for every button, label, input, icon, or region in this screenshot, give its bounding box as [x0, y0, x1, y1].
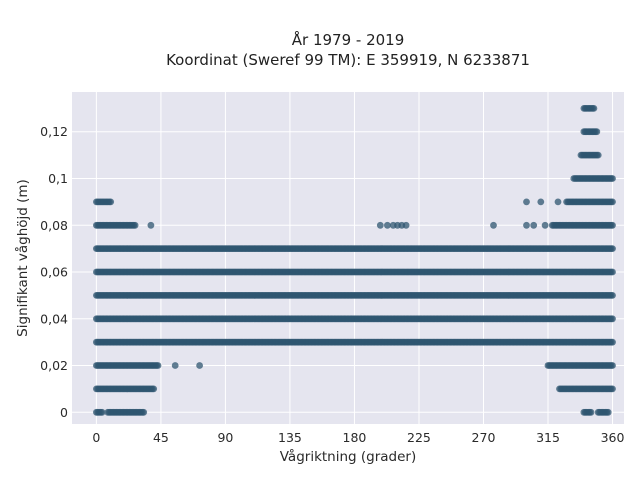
- y-tick-label: 0,02: [40, 358, 68, 373]
- data-point: [530, 221, 538, 229]
- chart-subtitle: Koordinat (Sweref 99 TM): E 359919, N 62…: [166, 51, 530, 69]
- data-point: [609, 175, 616, 182]
- x-tick-label: 360: [601, 430, 625, 445]
- data-point: [523, 198, 530, 206]
- data-point: [402, 221, 410, 229]
- data-point: [609, 385, 616, 393]
- data-point: [541, 221, 549, 229]
- data-point: [523, 221, 530, 229]
- data-point: [107, 198, 115, 206]
- chart-title: År 1979 - 2019: [292, 30, 405, 49]
- data-point: [594, 151, 602, 159]
- data-point: [609, 338, 616, 346]
- data-point: [609, 362, 616, 369]
- data-point: [490, 221, 497, 229]
- y-tick-label: 0,08: [40, 218, 68, 233]
- x-tick-label: 180: [343, 430, 367, 445]
- x-tick-label: 0: [92, 430, 100, 445]
- y-tick-label: 0,12: [40, 124, 68, 139]
- x-tick-label: 90: [217, 430, 233, 445]
- data-point: [196, 362, 204, 369]
- x-tick-label: 45: [153, 430, 169, 445]
- data-points: [93, 105, 616, 416]
- data-point: [376, 221, 384, 229]
- data-point: [587, 408, 595, 416]
- data-point: [147, 221, 155, 229]
- data-point: [140, 408, 148, 416]
- data-point: [554, 198, 562, 206]
- y-tick-label: 0,04: [40, 311, 68, 326]
- plot-area: [72, 92, 624, 424]
- data-point: [171, 362, 179, 369]
- data-point: [150, 385, 158, 393]
- data-point: [609, 268, 616, 276]
- data-point: [384, 221, 391, 229]
- x-tick-label: 225: [407, 430, 431, 445]
- data-point: [609, 221, 616, 229]
- data-point: [609, 198, 616, 206]
- x-tick-label: 315: [536, 430, 560, 445]
- data-point: [154, 362, 162, 369]
- y-tick-label: 0: [60, 405, 68, 420]
- y-tick-label: 0,1: [48, 171, 68, 186]
- data-point: [609, 245, 616, 253]
- data-point: [609, 292, 616, 299]
- data-point: [609, 315, 616, 323]
- y-axis-label: Signifikant våghöjd (m): [14, 179, 31, 337]
- data-point: [590, 105, 598, 112]
- data-point: [537, 198, 545, 206]
- x-axis-label: Vågriktning (grader): [280, 448, 417, 465]
- data-point: [593, 128, 601, 136]
- y-tick-label: 0,06: [40, 265, 68, 280]
- x-tick-labels: 0 45 90 135 180 225 270 315 360: [92, 430, 624, 445]
- x-tick-label: 135: [278, 430, 302, 445]
- data-point: [98, 408, 106, 416]
- y-tick-labels: 0 0,02 0,04 0,06 0,08 0,1 0,12: [40, 124, 68, 420]
- x-tick-label: 270: [472, 430, 496, 445]
- data-point: [604, 408, 612, 416]
- data-point: [131, 221, 139, 229]
